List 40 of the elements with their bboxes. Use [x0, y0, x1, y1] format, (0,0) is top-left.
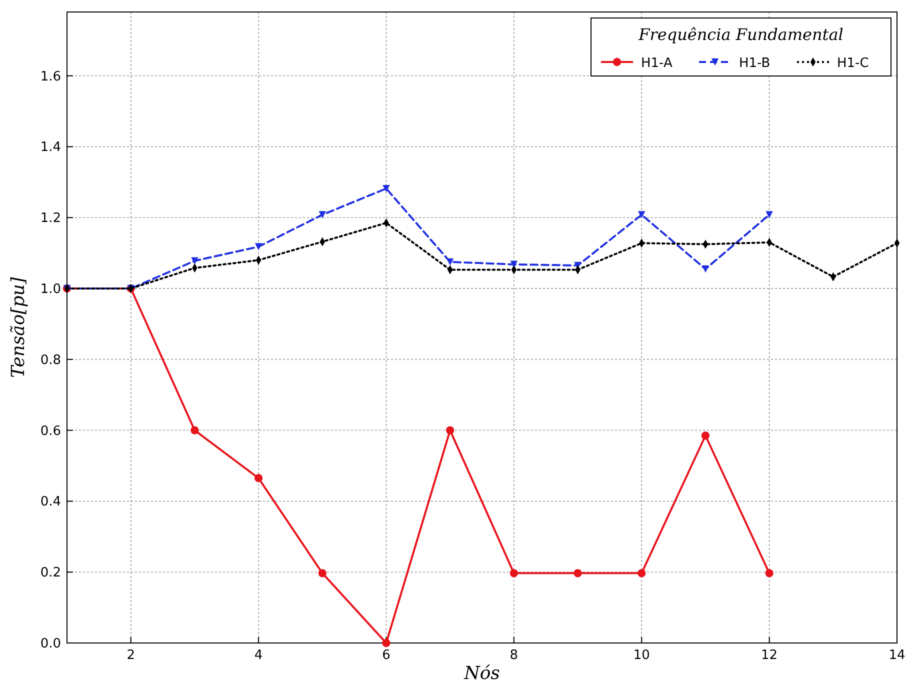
y-tick-label: 1.0 — [40, 282, 61, 298]
legend-title: Frequência Fundamental — [638, 25, 844, 44]
point — [638, 211, 646, 218]
point — [191, 257, 198, 264]
y-tick-label: 1.4 — [40, 140, 61, 156]
point — [765, 569, 774, 578]
legend-label: H1-A — [641, 56, 672, 71]
y-tick-label: 1.6 — [40, 69, 61, 84]
y-tick-label: 0.8 — [40, 352, 61, 368]
x-tick-label: 14 — [888, 648, 906, 663]
point — [382, 638, 390, 648]
point — [701, 432, 710, 440]
point — [190, 426, 199, 434]
point — [510, 569, 518, 578]
x-tick-label: 6 — [382, 648, 390, 663]
point — [254, 243, 262, 250]
point — [254, 474, 263, 482]
point — [766, 211, 773, 218]
x-tick-label: 4 — [254, 648, 263, 663]
y-tick-label: 1.2 — [40, 211, 61, 226]
legend-label: H1-C — [837, 56, 869, 71]
y-axis-title: Tensão[pu] — [8, 276, 29, 378]
point — [638, 569, 646, 578]
point — [382, 184, 390, 192]
x-tick-label: 2 — [126, 648, 135, 663]
legend-label: H1-B — [739, 56, 770, 71]
y-tick-label: 0.0 — [40, 636, 61, 652]
point — [446, 258, 454, 266]
y-tick-label: 0.4 — [40, 494, 61, 510]
x-tick-label: 10 — [633, 648, 650, 663]
y-tick-label: 0.6 — [40, 424, 61, 439]
point — [574, 569, 582, 578]
y-tick-label: 0.2 — [40, 566, 61, 581]
point — [318, 211, 326, 218]
x-axis-title: Nós — [463, 663, 500, 684]
x-tick-label: 12 — [761, 648, 778, 663]
point — [446, 426, 454, 434]
point — [318, 569, 326, 578]
point — [702, 265, 710, 273]
x-tick-label: 8 — [510, 648, 518, 663]
